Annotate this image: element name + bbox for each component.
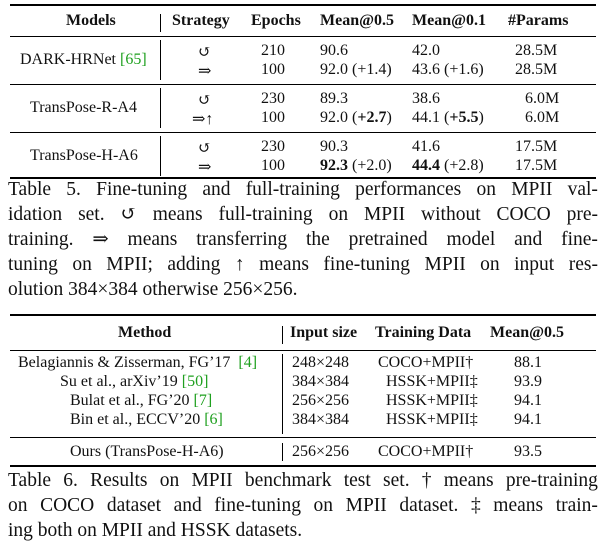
header-method: Method — [118, 324, 172, 341]
mean05-cell: 92.0 (+2.7) — [320, 109, 392, 126]
table-5-caption: Table 5. Fine-tuning and full-training perfor… — [8, 177, 598, 302]
top-rule — [10, 314, 596, 316]
method-cell: Bulat et al., FG’20 [7] — [70, 392, 213, 409]
training-data-cell: HSSK+MPII‡ — [386, 411, 478, 428]
params-cell: 17.5M — [515, 138, 558, 155]
strategy-cell: ⇒↑ — [192, 111, 214, 128]
mean01-cell: 42.0 — [412, 42, 440, 59]
header-input-size: Input size — [290, 324, 358, 341]
citation-link[interactable]: [50] — [181, 373, 209, 390]
header-rule — [10, 36, 596, 37]
caption-line: Table 5. Fine-tuning and full-training perfor… — [8, 179, 598, 200]
input-size-cell: 256×256 — [292, 443, 350, 460]
caption-line: training. ⇒ means transferring the pretrained… — [8, 229, 598, 250]
mean01-cell: 44.1 (+5.5) — [412, 109, 484, 126]
params-cell: 28.5M — [515, 61, 558, 78]
citation-link[interactable]: [4] — [238, 354, 258, 371]
epochs-cell: 230 — [261, 138, 285, 155]
top-rule — [10, 4, 596, 6]
mean-cell: 88.1 — [514, 354, 542, 371]
header-epochs: Epochs — [251, 12, 301, 29]
mean-cell: 93.5 — [514, 443, 542, 460]
params-cell: 17.5M — [515, 157, 558, 174]
header-models: Models — [66, 12, 116, 29]
caption-line: olution 384×384 otherwise 256×256. — [8, 279, 298, 300]
strategy-cell: ⇒ — [198, 63, 212, 80]
mean-cell: 93.9 — [514, 373, 542, 390]
mean05-cell: 89.3 — [320, 90, 348, 107]
group-rule — [10, 437, 596, 438]
header-separator — [160, 14, 161, 32]
header-mean05: Mean@0.5 — [490, 324, 564, 341]
strategy-cell: ↺ — [198, 140, 212, 157]
strategy-cell: ↺ — [198, 92, 212, 109]
mean01-cell: 38.6 — [412, 90, 440, 107]
params-cell: 6.0M — [525, 90, 560, 107]
model-name: TransPose-H-A6 — [30, 147, 138, 164]
mean-cell: 94.1 — [514, 392, 542, 409]
epochs-cell: 100 — [261, 61, 285, 78]
strategy-cell: ↺ — [198, 44, 212, 61]
group-rule — [10, 132, 596, 133]
epochs-cell: 100 — [261, 157, 285, 174]
caption-line: Table 6. Results on MPII benchmark test set. † me… — [8, 470, 598, 491]
params-cell: 28.5M — [515, 42, 558, 59]
method-cell: Ours (TransPose-H-A6) — [70, 443, 224, 460]
citation-link[interactable]: [65] — [120, 51, 147, 68]
model-name: TransPose-R-A4 — [30, 99, 137, 116]
header-strategy: Strategy — [172, 12, 230, 29]
training-data-cell: HSSK+MPII‡ — [386, 392, 478, 409]
strategy-cell: ⇒ — [198, 159, 212, 176]
bottom-rule — [10, 177, 596, 179]
column-separator — [160, 40, 161, 80]
method-cell: Su et al., arXiv’19 [50] — [60, 373, 209, 390]
method-cell: Belagiannis & Zisserman, FG’17 [4] — [18, 354, 258, 371]
epochs-cell: 100 — [261, 109, 285, 126]
column-separator — [282, 443, 283, 461]
header-rule — [10, 350, 596, 351]
citation-link[interactable]: [6] — [204, 411, 223, 428]
column-separator — [160, 88, 161, 128]
mean05-cell: 90.3 — [320, 138, 348, 155]
params-cell: 6.0M — [525, 109, 560, 126]
caption-line: on COCO dataset and fine-tuning on MPII dataset… — [8, 495, 598, 516]
bottom-rule — [10, 465, 596, 467]
table-6-caption: Table 6. Results on MPII benchmark test set. † me… — [8, 468, 598, 543]
epochs-cell: 230 — [261, 90, 285, 107]
mean-cell: 94.1 — [514, 411, 542, 428]
caption-line: idation set. ↺ means full-training on MPII with… — [8, 204, 598, 225]
header-training-data: Training Data — [375, 324, 472, 341]
training-data-cell: COCO+MPII† — [378, 354, 474, 371]
header-mean05: Mean@0.5 — [320, 12, 394, 29]
model-name: DARK-HRNet [65] — [20, 51, 147, 68]
input-size-cell: 384×384 — [292, 411, 350, 428]
header-mean01: Mean@0.1 — [412, 12, 486, 29]
input-size-cell: 384×384 — [292, 373, 350, 390]
group-rule — [10, 84, 596, 85]
mean01-cell: 44.4 (+2.8) — [412, 157, 484, 174]
header-params: #Params — [508, 12, 569, 29]
mean01-cell: 41.6 — [412, 138, 440, 155]
training-data-cell: COCO+MPII† — [378, 443, 474, 460]
method-cell: Bin et al., ECCV’20 [6] — [70, 411, 223, 428]
epochs-cell: 210 — [261, 42, 285, 59]
input-size-cell: 256×256 — [292, 392, 350, 409]
training-data-cell: HSSK+MPII‡ — [386, 373, 478, 390]
mean05-cell: 90.6 — [320, 42, 348, 59]
mean05-cell: 92.0 (+1.4) — [320, 61, 392, 78]
caption-line: tuning on MPII; adding ↑ means fine-tuning MPII… — [8, 254, 598, 275]
input-size-cell: 248×248 — [292, 354, 350, 371]
mean05-cell: 92.3 (+2.0) — [320, 157, 392, 174]
header-separator — [282, 326, 283, 344]
mean01-cell: 43.6 (+1.6) — [412, 61, 484, 78]
column-separator — [282, 354, 283, 434]
citation-link[interactable]: [7] — [193, 392, 213, 409]
column-separator — [160, 136, 161, 176]
caption-line: ing both on MPII and HSSK datasets. — [8, 520, 303, 541]
